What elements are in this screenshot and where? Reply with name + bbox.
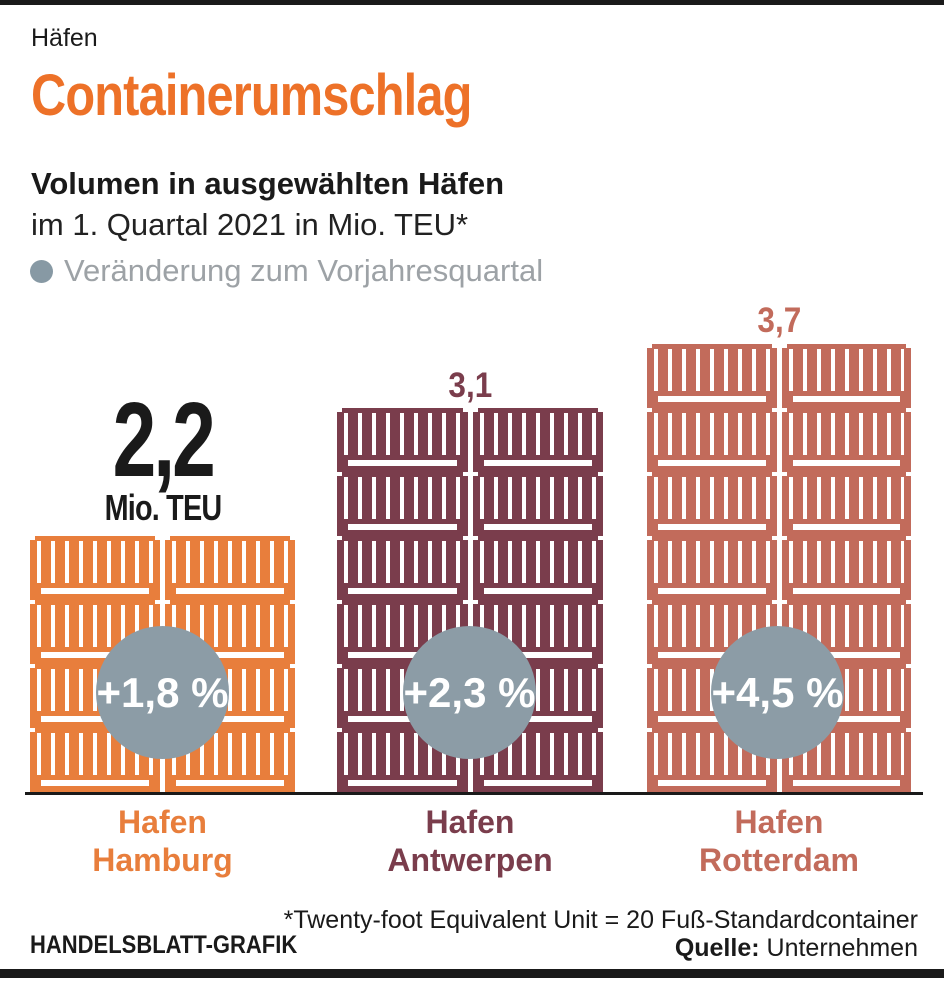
container-icon <box>472 408 603 472</box>
container-icon <box>337 536 468 600</box>
change-value: +4,5 % <box>711 668 844 716</box>
container-icon <box>781 536 911 600</box>
legend-dot-icon <box>30 259 53 283</box>
page-title: Containerumschlag <box>31 63 472 128</box>
container-icon <box>647 408 777 472</box>
chart-baseline <box>25 792 923 795</box>
kicker: Häfen <box>31 24 98 52</box>
container-icon <box>647 600 777 664</box>
brand-credit: HANDELSBLATT-GRAFIK <box>30 931 298 959</box>
container-icon <box>165 536 295 600</box>
container-icon <box>472 536 603 600</box>
change-value: +1,8 % <box>96 668 229 716</box>
container-icon <box>781 408 911 472</box>
subtitle: im 1. Quartal 2021 in Mio. TEU* <box>31 207 469 242</box>
legend-label: Veränderung zum Vorjahresquartal <box>64 253 544 288</box>
container-icon <box>781 344 911 408</box>
change-badge-hamburg: +1,8 % <box>96 626 229 759</box>
unit-label-hamburg: Mio. TEU <box>104 487 222 528</box>
value-label-antwerpen: 3,1 <box>448 366 492 405</box>
container-icon <box>647 472 777 536</box>
source-label: Quelle: <box>674 934 760 962</box>
container-icon <box>337 408 468 472</box>
top-rule <box>0 0 944 5</box>
container-icon <box>647 536 777 600</box>
container-icon <box>472 472 603 536</box>
source-value: Unternehmen <box>766 934 918 962</box>
value-label-rotterdam: 3,7 <box>757 301 801 340</box>
subtitle-bold: Volumen in ausgewählten Häfen <box>31 166 505 201</box>
container-icon <box>647 344 777 408</box>
source-line: Quelle: Unternehmen <box>675 934 918 963</box>
value-label-hamburg: 2,2 <box>112 381 215 499</box>
bar-hamburg <box>30 536 295 792</box>
container-icon <box>337 472 468 536</box>
container-icon <box>781 472 911 536</box>
change-value: +2,3 % <box>403 668 536 716</box>
container-icon <box>30 600 160 664</box>
footnote: *Twenty-foot Equivalent Unit = 20 Fuß-St… <box>283 906 918 934</box>
axis-label-rotterdam: Hafen Rotterdam <box>698 804 859 878</box>
axis-label-hamburg: Hafen Hamburg <box>92 804 233 878</box>
change-badge-antwerpen: +2,3 % <box>403 626 536 759</box>
change-badge-rotterdam: +4,5 % <box>711 626 844 759</box>
container-icon <box>30 536 160 600</box>
legend: Veränderung zum Vorjahresquartal <box>30 253 543 289</box>
axis-label-antwerpen: Hafen Antwerpen <box>387 804 553 878</box>
bottom-rule <box>0 969 944 978</box>
